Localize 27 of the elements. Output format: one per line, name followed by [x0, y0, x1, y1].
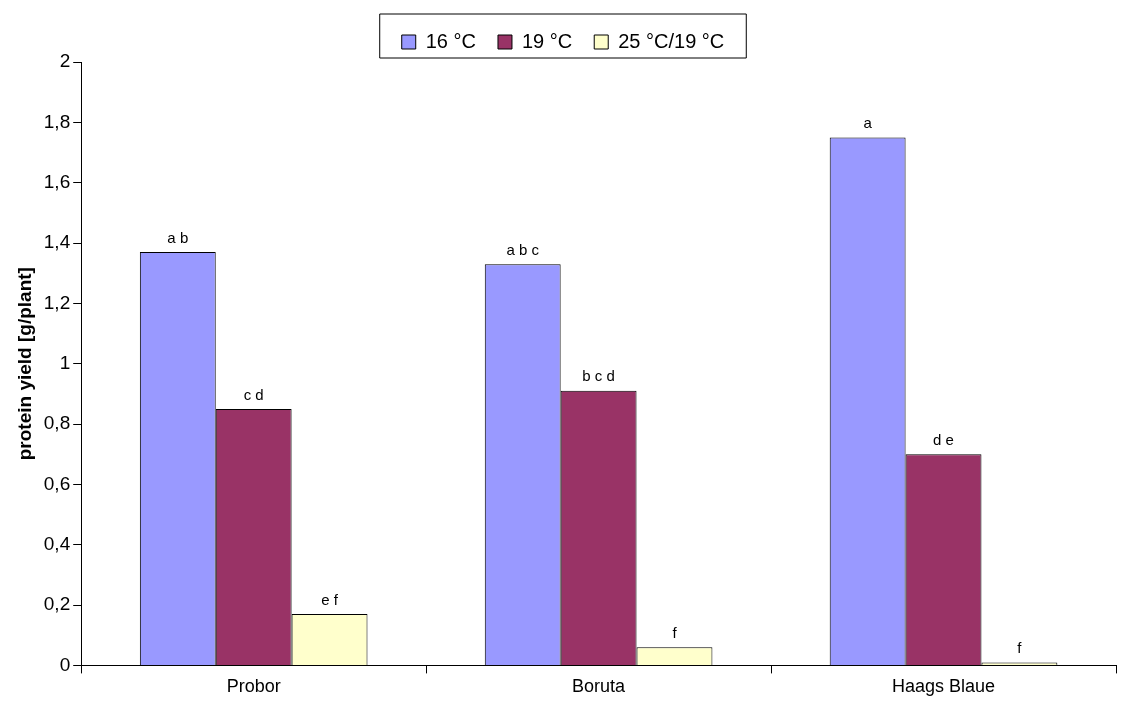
y-tick-label: 1,8 [43, 110, 71, 132]
x-tick-label: Haags Blaue [892, 676, 996, 697]
y-axis-title: protein yield [g/plant] [13, 267, 35, 461]
data-label: a b [167, 228, 189, 246]
legend-label: 19 °C [521, 29, 573, 52]
y-tick-label: 1 [59, 351, 71, 373]
y-tick-label: 0,4 [43, 532, 71, 554]
y-tick-label: 1,2 [43, 291, 71, 313]
y-tick-label: 0 [59, 653, 71, 675]
y-tick-label: 0,6 [43, 472, 71, 494]
y-tick-label: 0,2 [43, 593, 71, 615]
y-tick-label: 0,8 [43, 412, 71, 434]
x-tick-label: Boruta [572, 676, 627, 697]
data-label: f [672, 623, 678, 641]
x-tick-label: Probor [226, 676, 281, 697]
y-tick-label: 1,4 [43, 231, 71, 253]
data-label: a b c [506, 240, 540, 258]
data-label: e f [321, 590, 339, 608]
data-label: f [1017, 639, 1023, 657]
y-tick-label: 2 [59, 50, 71, 72]
data-label: b c d [582, 367, 615, 385]
y-tick-label: 1,6 [43, 170, 71, 192]
legend-label: 16 °C [425, 29, 476, 52]
data-label: c d [243, 385, 264, 403]
data-label: d e [933, 430, 954, 448]
legend-label: 25 °C/19 °C [618, 29, 725, 52]
data-label: a [863, 114, 873, 132]
